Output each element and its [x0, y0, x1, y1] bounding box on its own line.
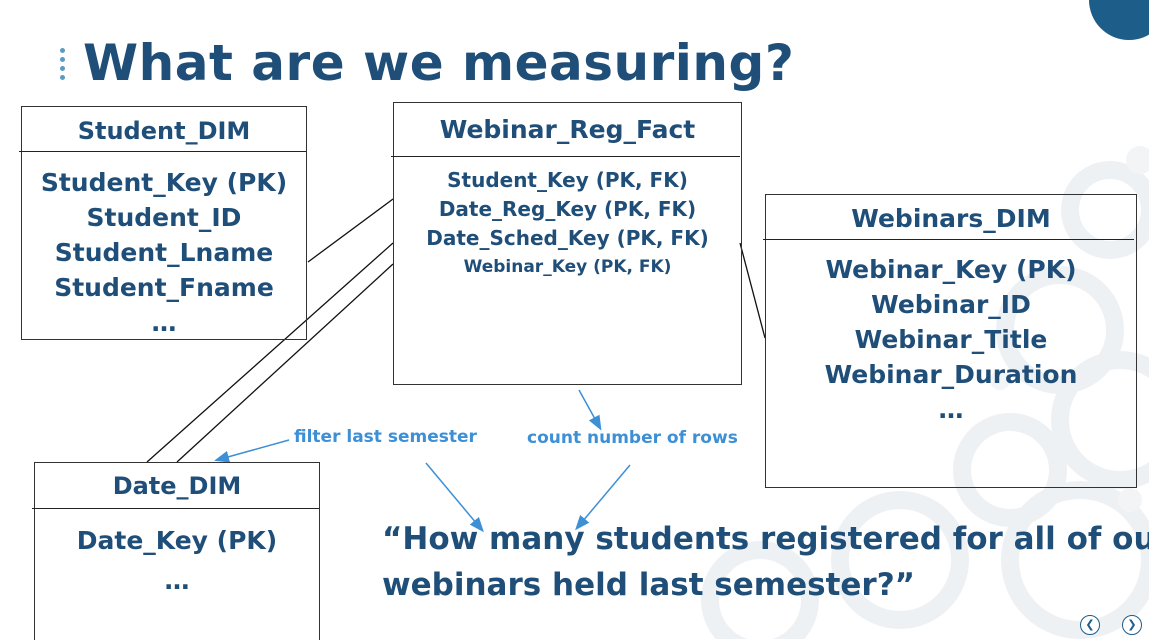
arrow-filter-to-question	[425, 462, 484, 533]
arrow-count-to-question	[575, 464, 631, 531]
question-line-2: webinars held last semester?”	[382, 567, 916, 603]
column: Webinar_Duration	[824, 360, 1078, 389]
chevron-left-icon: ❮	[1085, 618, 1095, 631]
table-columns: Webinar_Key (PK) Webinar_ID Webinar_Titl…	[766, 252, 1136, 427]
connector-fact-webinars	[739, 242, 766, 339]
date-dim-table: Date_DIM Date_Key (PK) …	[32, 462, 320, 640]
column: Webinar_Key (PK, FK)	[463, 257, 672, 277]
column: Webinar_Key (PK)	[825, 255, 1077, 284]
connector-student-fact	[307, 198, 394, 263]
column: Webinar_Title	[854, 325, 1048, 354]
connector-date-fact-reg	[146, 242, 394, 463]
title-bullet-dots	[60, 48, 66, 84]
column-ellipsis: …	[938, 395, 964, 424]
table-name: Date_DIM	[112, 472, 242, 500]
column: Student_Key (PK, FK)	[447, 168, 688, 192]
column-ellipsis: …	[164, 566, 190, 595]
table-divider	[32, 508, 319, 509]
column: Student_Lname	[54, 238, 274, 267]
webinars-dim-table: Webinars_DIM Webinar_Key (PK) Webinar_ID…	[763, 194, 1137, 488]
column: Student_ID	[86, 203, 242, 232]
annotation-filter: filter last semester	[294, 427, 477, 447]
table-name: Webinar_Reg_Fact	[439, 115, 696, 144]
table-columns: Student_Key (PK, FK) Date_Reg_Key (PK, F…	[394, 166, 741, 282]
column-ellipsis: …	[151, 308, 177, 337]
webinar-reg-fact-table: Webinar_Reg_Fact Student_Key (PK, FK) Da…	[391, 102, 742, 385]
chevron-right-icon: ❯	[1127, 618, 1137, 631]
annotation-count: count number of rows	[527, 428, 738, 448]
question-line-1: “How many students registered for all of…	[382, 521, 1149, 557]
table-columns: Date_Key (PK) …	[35, 521, 319, 601]
arrow-fact-count	[578, 389, 602, 431]
table-divider	[391, 156, 740, 157]
next-slide-button[interactable]: ❯	[1122, 615, 1142, 635]
table-columns: Student_Key (PK) Student_ID Student_Lnam…	[22, 165, 306, 340]
student-dim-table: Student_DIM Student_Key (PK) Student_ID …	[19, 106, 307, 340]
column: Date_Reg_Key (PK, FK)	[438, 197, 697, 221]
connector-date-fact-sched	[176, 263, 394, 463]
previous-slide-button[interactable]: ❮	[1080, 615, 1100, 635]
column: Student_Fname	[54, 273, 274, 302]
table-name: Student_DIM	[77, 117, 251, 145]
table-divider	[763, 239, 1134, 240]
column: Student_Key (PK)	[40, 168, 288, 197]
column: Date_Key (PK)	[76, 526, 278, 555]
slide-title: What are we measuring?	[83, 34, 795, 92]
table-divider	[19, 151, 306, 152]
arrow-filter-to-date	[214, 439, 290, 463]
table-name: Webinars_DIM	[851, 204, 1051, 233]
column: Date_Sched_Key (PK, FK)	[426, 226, 709, 250]
business-question: “How many students registered for all of…	[382, 516, 1149, 608]
column: Webinar_ID	[871, 290, 1031, 319]
